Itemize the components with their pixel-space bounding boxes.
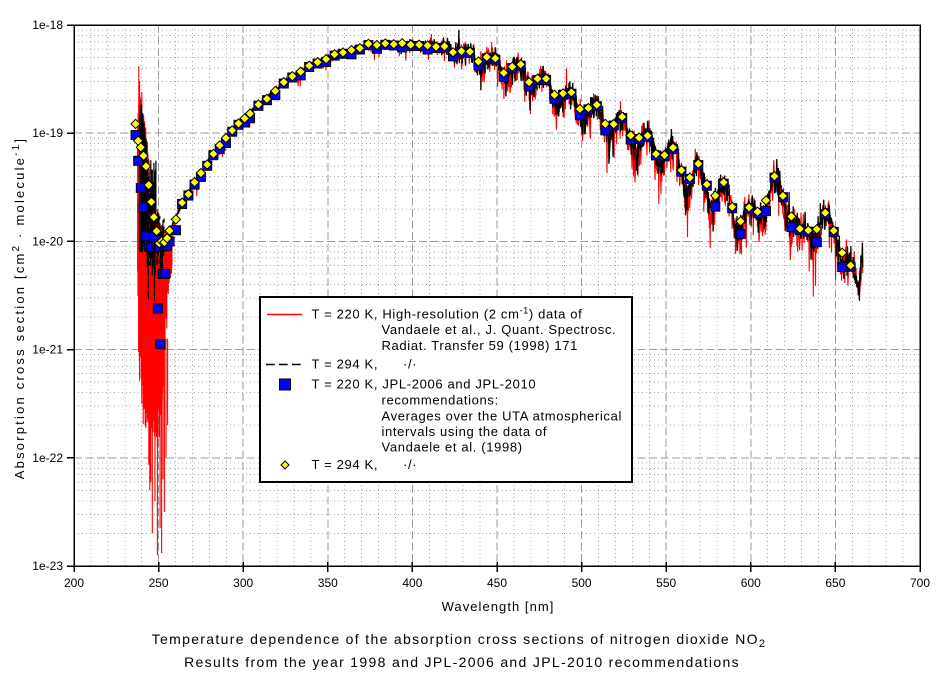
svg-text:Radiat. Transfer 59 (1998) 171: Radiat. Transfer 59 (1998) 171 bbox=[382, 338, 579, 353]
svg-text:Vandaele et al. (1998): Vandaele et al. (1998) bbox=[382, 440, 523, 455]
svg-text:1e-18: 1e-18 bbox=[32, 18, 63, 32]
svg-text:1e-23: 1e-23 bbox=[32, 559, 63, 573]
svg-text:Results from the year 1998 and: Results from the year 1998 and JPL-2006 … bbox=[184, 654, 740, 670]
svg-text:T = 294 K,: T = 294 K, bbox=[312, 457, 379, 472]
svg-text:Temperature dependence of the: Temperature dependence of the absorption… bbox=[152, 631, 767, 650]
svg-text:450: 450 bbox=[487, 576, 507, 590]
svg-text:350: 350 bbox=[318, 576, 338, 590]
svg-text:500: 500 bbox=[572, 576, 592, 590]
svg-text:Averages over the UTA atmosphe: Averages over the UTA atmospherical bbox=[382, 409, 623, 424]
svg-text:400: 400 bbox=[402, 576, 422, 590]
svg-text:·/·: ·/· bbox=[403, 457, 417, 472]
svg-text:Wavelength [nm]: Wavelength [nm] bbox=[442, 599, 555, 614]
svg-text:300: 300 bbox=[233, 576, 253, 590]
svg-text:250: 250 bbox=[149, 576, 169, 590]
svg-text:700: 700 bbox=[910, 576, 930, 590]
svg-text:200: 200 bbox=[64, 576, 84, 590]
svg-text:Vandaele et al., J. Quant. Spe: Vandaele et al., J. Quant. Spectrosc. bbox=[382, 322, 617, 337]
svg-text:1e-21: 1e-21 bbox=[32, 343, 63, 357]
svg-text:recommendations:: recommendations: bbox=[382, 393, 499, 408]
svg-text:T = 220 K, JPL-2006 and JPL-20: T = 220 K, JPL-2006 and JPL-2010 bbox=[312, 377, 537, 392]
svg-text:600: 600 bbox=[741, 576, 761, 590]
svg-text:·/·: ·/· bbox=[403, 357, 417, 372]
svg-text:Absorption cross section [cm2: Absorption cross section [cm2 · molecule… bbox=[11, 137, 27, 479]
svg-text:intervals using the data of: intervals using the data of bbox=[382, 424, 548, 439]
svg-text:1e-19: 1e-19 bbox=[32, 126, 63, 140]
svg-text:1e-22: 1e-22 bbox=[32, 451, 63, 465]
svg-text:550: 550 bbox=[656, 576, 676, 590]
svg-text:T = 220 K, High-resolution (2: T = 220 K, High-resolution (2 cm-1) data… bbox=[312, 306, 583, 322]
svg-text:650: 650 bbox=[825, 576, 845, 590]
svg-text:T = 294 K,: T = 294 K, bbox=[312, 357, 379, 372]
svg-text:1e-20: 1e-20 bbox=[32, 234, 63, 248]
